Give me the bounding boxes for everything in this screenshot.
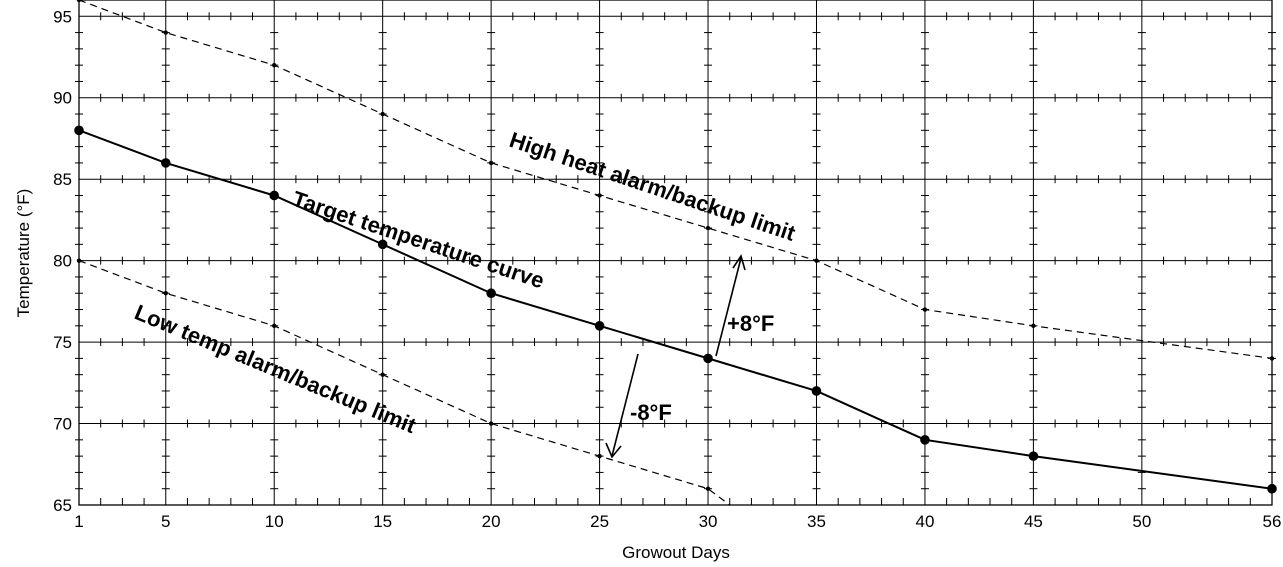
series-point-2 bbox=[380, 372, 385, 377]
series-point-0 bbox=[811, 386, 822, 396]
high-limit-label: High heat alarm/backup limit bbox=[506, 127, 799, 246]
x-tick-label: 25 bbox=[590, 512, 609, 531]
series-point-1 bbox=[814, 258, 819, 263]
x-tick-label: 5 bbox=[161, 512, 170, 531]
grid-layer bbox=[75, 0, 1276, 505]
series-point-0 bbox=[920, 435, 930, 445]
x-tick-label: 1 bbox=[74, 512, 83, 531]
x-tick-label: 20 bbox=[482, 512, 501, 531]
y-tick-label: 65 bbox=[53, 496, 72, 515]
y-tick-label: 75 bbox=[53, 333, 72, 352]
y-tick-label: 70 bbox=[53, 415, 72, 434]
series-line-2 bbox=[78, 260, 731, 506]
series-point-0 bbox=[486, 288, 496, 299]
x-tick-label: 45 bbox=[1024, 512, 1043, 531]
series-point-2 bbox=[163, 291, 168, 296]
series-point-0 bbox=[703, 353, 713, 364]
series-point-1 bbox=[922, 307, 928, 312]
x-axis-title: Growout Days bbox=[622, 543, 730, 562]
series-point-1 bbox=[1031, 323, 1036, 329]
plus-offset-label: +8°F bbox=[727, 311, 774, 336]
series-point-1 bbox=[597, 193, 602, 198]
series-point-2 bbox=[705, 486, 711, 491]
series-point-1 bbox=[380, 111, 385, 117]
series-point-0 bbox=[269, 190, 280, 201]
x-tick-label: 35 bbox=[807, 512, 826, 531]
series-point-2 bbox=[272, 323, 277, 329]
series-point-2 bbox=[597, 453, 602, 459]
series-point-0 bbox=[160, 158, 171, 168]
series-point-0 bbox=[1028, 451, 1039, 461]
series-point-0 bbox=[377, 239, 388, 250]
y-tick-label: 90 bbox=[53, 89, 72, 108]
x-tick-label: 40 bbox=[915, 512, 934, 531]
y-axis-title: Temperature (°F) bbox=[14, 189, 33, 318]
x-tick-label: 50 bbox=[1132, 512, 1151, 531]
y-tick-label: 80 bbox=[53, 252, 72, 271]
series-layer bbox=[74, 0, 1277, 506]
minus-offset-arrow bbox=[605, 353, 639, 459]
series-point-0 bbox=[594, 321, 605, 331]
x-tick-label: 15 bbox=[373, 512, 392, 531]
x-tick-label: 10 bbox=[265, 512, 284, 531]
target-curve-label: Target temperature curve bbox=[289, 186, 547, 293]
series-point-1 bbox=[272, 62, 277, 68]
series-point-2 bbox=[488, 421, 494, 426]
minus-offset-label: -8°F bbox=[630, 400, 672, 425]
y-tick-label: 95 bbox=[53, 7, 72, 26]
series-point-1 bbox=[705, 225, 711, 231]
plot-frame bbox=[78, 0, 1273, 506]
series-point-1 bbox=[488, 160, 494, 166]
plus-offset-arrow bbox=[715, 254, 746, 357]
y-tick-label: 85 bbox=[53, 170, 72, 189]
x-tick-label: 30 bbox=[699, 512, 718, 531]
series-point-1 bbox=[163, 30, 168, 35]
low-limit-label: Low temp alarm/backup limit bbox=[131, 300, 420, 439]
x-tick-label: 56 bbox=[1263, 512, 1282, 531]
